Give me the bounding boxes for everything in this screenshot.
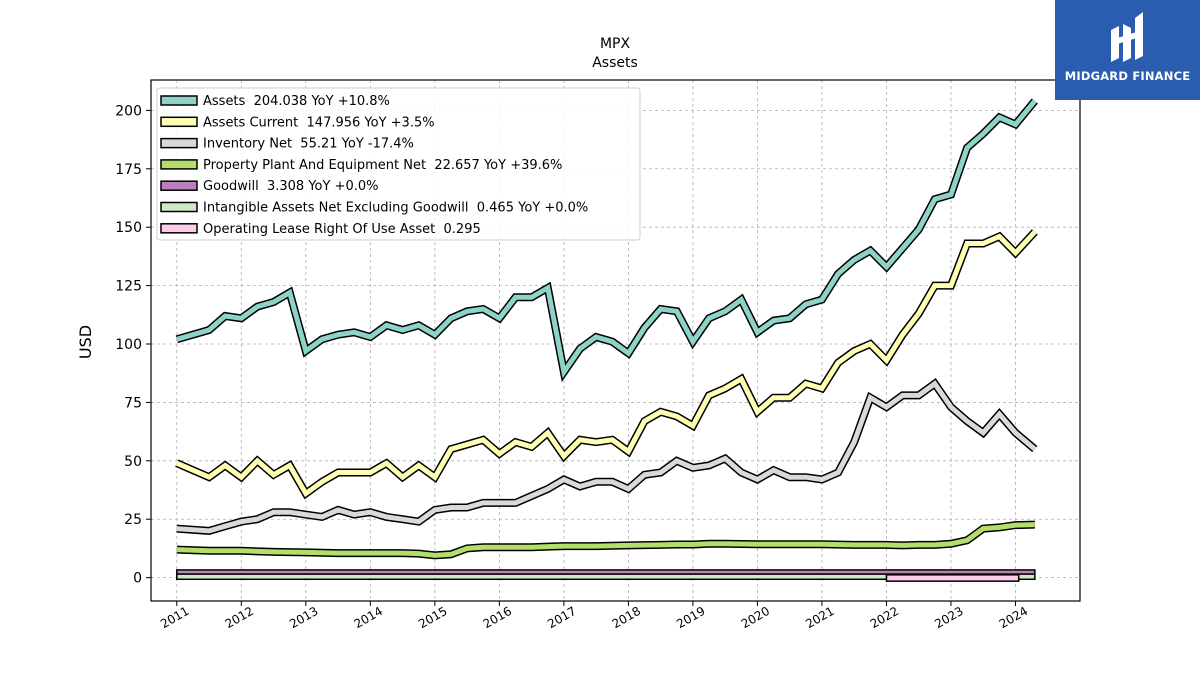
line-series [175, 98, 1038, 560]
band-ccebc5 [176, 573, 1036, 581]
legend-box [156, 87, 641, 241]
tick-label-y: 175 [115, 162, 142, 178]
tick-label-x: 2021 [803, 604, 836, 631]
series-line [176, 522, 1035, 558]
tick-label-x: 2023 [932, 604, 965, 631]
plot-frame [150, 79, 1081, 602]
tick-label-x: 2016 [481, 604, 514, 631]
tick-label-y: 50 [124, 454, 142, 470]
legend-label: Inventory Net 55.21 YoY -17.4% [203, 137, 414, 152]
legend-swatch [160, 223, 198, 234]
tick-label-x: 2020 [739, 604, 772, 631]
legend-swatch [160, 137, 198, 149]
tick-label-x: 2013 [287, 604, 320, 631]
midgard-logo-icon [1111, 12, 1143, 62]
legend-swatch [160, 95, 198, 106]
legend-label: Intangible Assets Net Excluding Goodwill… [203, 201, 588, 216]
legend: Assets 204.038 YoY +10.8% Assets Current … [156, 87, 641, 241]
legend-swatch [160, 201, 198, 213]
band-series [176, 569, 1036, 582]
tick-label-x: 2018 [610, 604, 643, 631]
legend-swatch [160, 159, 198, 170]
legend-swatch [160, 180, 198, 191]
tick-label-x: 2015 [416, 604, 449, 631]
legend-label: Operating Lease Right Of Use Asset 0.295 [203, 222, 481, 237]
tick-label-y: 125 [115, 279, 142, 295]
chart-subtitle: Assets [592, 55, 638, 71]
tick-label-y: 150 [115, 220, 142, 236]
tick-label-x: 2012 [223, 604, 256, 631]
band-fccde5 [885, 574, 1020, 582]
tick-label-x: 2022 [868, 604, 901, 631]
legend-label: Assets Current 147.956 YoY +3.5% [203, 115, 435, 130]
brand-logo: MIDGARD FINANCE [1055, 0, 1200, 100]
legend-swatch [160, 116, 198, 128]
chart-title: MPX [600, 36, 631, 52]
legend-label: Goodwill 3.308 YoY +0.0% [203, 179, 378, 194]
tick-label-y: 200 [115, 103, 142, 119]
series-line [176, 380, 1037, 534]
legend-label: Assets 204.038 YoY +10.8% [203, 94, 390, 109]
series-line [176, 99, 1037, 379]
legend-label: Property Plant And Equipment Net 22.657 … [203, 158, 562, 173]
tick-label-x: 2024 [997, 604, 1030, 631]
tick-label-x: 2017 [545, 604, 578, 631]
y-axis-label: USD [76, 325, 95, 359]
tick-label-x: 2011 [158, 604, 191, 631]
tick-label-y: 100 [115, 337, 142, 353]
tick-label-x: 2014 [352, 604, 385, 631]
tick-label-x: 2019 [674, 604, 707, 631]
logo-text: MIDGARD FINANCE [1064, 69, 1191, 83]
tick-label-y: 25 [124, 512, 142, 528]
series-line [175, 230, 1037, 498]
tick-label-y: 75 [124, 395, 142, 411]
tick-label-y: 0 [133, 571, 142, 587]
